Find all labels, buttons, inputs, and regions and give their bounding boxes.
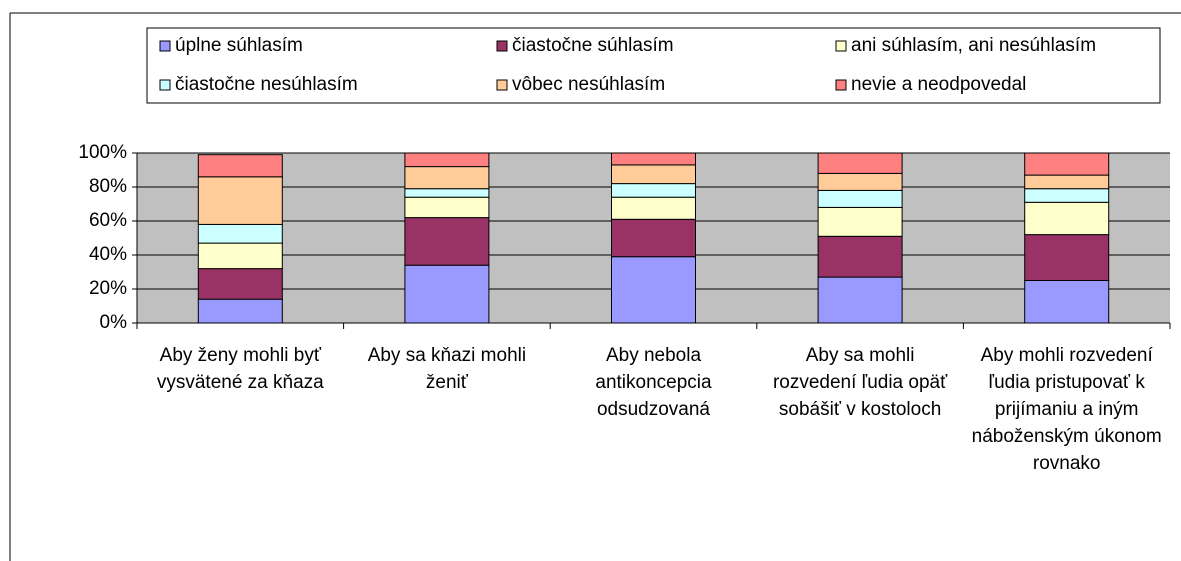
bar-segment — [197, 154, 283, 178]
x-tick-label: Aby sa kňazi mohli ženiť — [367, 345, 527, 393]
bar-segment — [404, 264, 490, 324]
bar-segment — [817, 276, 903, 324]
legend-label: úplne súhlasím — [175, 35, 303, 56]
y-tick-label: 100% — [78, 142, 127, 163]
bar-segment — [817, 152, 903, 174]
legend-swatch — [835, 40, 847, 52]
x-tick-label: Aby sa mohli rozvedení ľudia opäť sobáši… — [772, 345, 948, 420]
bar-segment — [1024, 152, 1110, 176]
bar-segment — [817, 189, 903, 208]
y-tick-label: 40% — [89, 244, 127, 265]
bar-segment — [1024, 174, 1110, 190]
legend-swatch — [159, 79, 171, 91]
bar-segment — [611, 164, 696, 185]
legend-box — [146, 27, 1161, 104]
bar-segment — [404, 188, 490, 198]
bar-segment — [611, 152, 696, 166]
bar-segment — [197, 176, 283, 225]
x-tick-label: Aby ženy mohli byť vysvätené za kňaza — [156, 345, 324, 393]
bar-segment — [611, 196, 696, 220]
bar-segment — [1024, 201, 1110, 236]
bar-segment — [817, 235, 903, 278]
bar-segment — [197, 242, 283, 270]
legend-swatch — [496, 79, 508, 91]
legend-label: nevie a neodpovedal — [851, 74, 1026, 95]
bar-segment — [197, 268, 283, 300]
bar-segment — [404, 196, 490, 219]
legend-swatch — [835, 79, 847, 91]
y-tick-label: 60% — [89, 210, 127, 231]
legend-label: ani súhlasím, ani nesúhlasím — [851, 35, 1096, 56]
x-tick-label: Aby mohli rozvedení ľudia pristupovať k … — [971, 345, 1162, 474]
bar-segment — [1024, 234, 1110, 282]
bar-segment — [197, 223, 283, 244]
y-tick-label: 0% — [100, 312, 128, 333]
x-tick-label: Aby nebola antikoncepcia odsudzovaná — [595, 345, 712, 420]
legend-label: vôbec nesúhlasím — [512, 74, 665, 95]
bar-segment — [1024, 280, 1110, 324]
bar-segment — [404, 166, 490, 190]
bar-segment — [1024, 188, 1110, 203]
bar-segment — [404, 217, 490, 266]
legend-label: čiastočne nesúhlasím — [175, 74, 358, 95]
bar-segment — [404, 152, 490, 168]
y-tick-label: 20% — [89, 278, 127, 299]
bar-segment — [611, 256, 696, 324]
legend-label: čiastočne súhlasím — [512, 35, 674, 56]
bar-segment — [817, 172, 903, 191]
legend-swatch — [159, 40, 171, 52]
y-tick-label: 80% — [89, 176, 127, 197]
legend-swatch — [496, 40, 508, 52]
bar-segment — [611, 218, 696, 258]
bar-segment — [817, 206, 903, 237]
bar-segment — [197, 298, 283, 324]
bar-segment — [611, 183, 696, 198]
